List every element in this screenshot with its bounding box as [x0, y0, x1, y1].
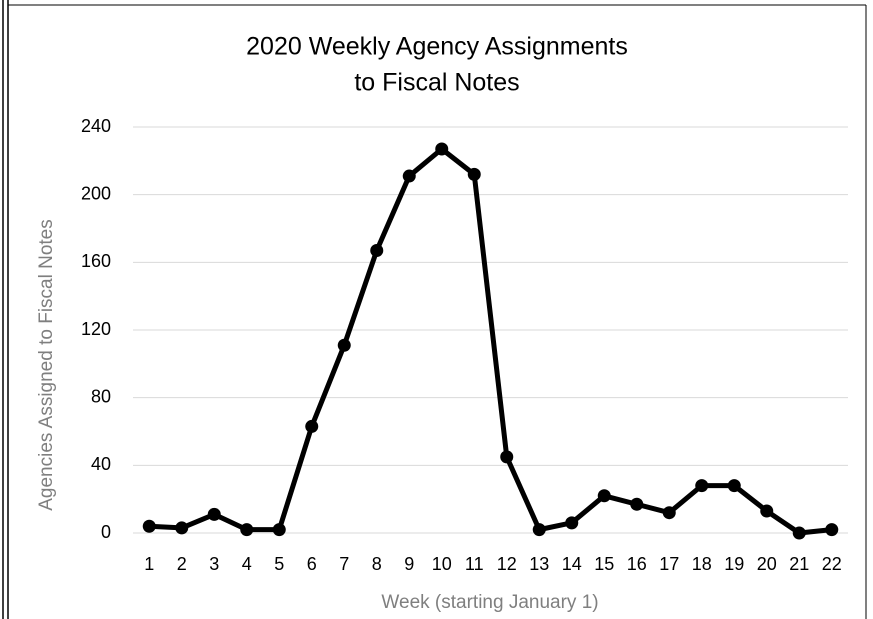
y-tick-label: 160: [81, 251, 111, 271]
data-point: [695, 479, 709, 493]
data-point: [402, 169, 416, 183]
data-point: [662, 506, 676, 520]
y-tick-label: 80: [91, 386, 111, 406]
data-point: [370, 243, 384, 257]
data-point: [500, 450, 514, 464]
data-point: [467, 167, 481, 181]
x-tick-label: 22: [822, 554, 842, 574]
y-axis-title: Agencies Assigned to Fiscal Notes: [36, 219, 57, 511]
x-tick-label: 12: [497, 554, 517, 574]
x-tick-label: 5: [274, 554, 284, 574]
y-tick-label: 120: [81, 319, 111, 339]
data-point: [435, 142, 449, 156]
data-point: [175, 521, 189, 535]
data-point: [207, 507, 221, 521]
x-tick-label: 19: [724, 554, 744, 574]
data-point: [630, 497, 644, 511]
x-tick-label: 15: [594, 554, 614, 574]
x-tick-label: 17: [659, 554, 679, 574]
x-axis-title: Week (starting January 1): [381, 592, 598, 613]
data-point: [825, 523, 839, 537]
x-tick-label: 10: [432, 554, 452, 574]
data-point: [240, 523, 254, 537]
x-tick-label: 16: [627, 554, 647, 574]
data-point: [142, 519, 156, 533]
x-tick-label: 4: [242, 554, 252, 574]
y-tick-label: 200: [81, 183, 111, 203]
x-tick-label: 13: [529, 554, 549, 574]
x-tick-label: 7: [339, 554, 349, 574]
chart-title: to Fiscal Notes: [354, 69, 519, 97]
x-tick-label: 6: [307, 554, 317, 574]
x-tick-label: 18: [692, 554, 712, 574]
data-point: [792, 526, 806, 540]
data-point: [565, 516, 579, 530]
x-tick-label: 8: [372, 554, 382, 574]
x-tick-label: 9: [404, 554, 414, 574]
data-point: [760, 504, 774, 518]
data-point: [337, 338, 351, 352]
data-point: [597, 489, 611, 503]
y-tick-label: 0: [101, 522, 111, 542]
data-point: [727, 479, 741, 493]
x-tick-label: 1: [144, 554, 154, 574]
data-point: [272, 523, 286, 537]
x-tick-label: 3: [209, 554, 219, 574]
data-point: [305, 419, 319, 433]
x-tick-label: 20: [757, 554, 777, 574]
series-line: [149, 146, 833, 536]
data-point: [532, 523, 546, 537]
x-tick-label: 14: [562, 554, 582, 574]
x-tick-label: 11: [465, 554, 484, 574]
x-tick-label: 2: [177, 554, 187, 574]
y-tick-label: 240: [81, 116, 111, 136]
y-tick-label: 40: [91, 454, 111, 474]
x-tick-label: 21: [789, 554, 809, 574]
chart-title: 2020 Weekly Agency Assignments: [246, 33, 628, 61]
